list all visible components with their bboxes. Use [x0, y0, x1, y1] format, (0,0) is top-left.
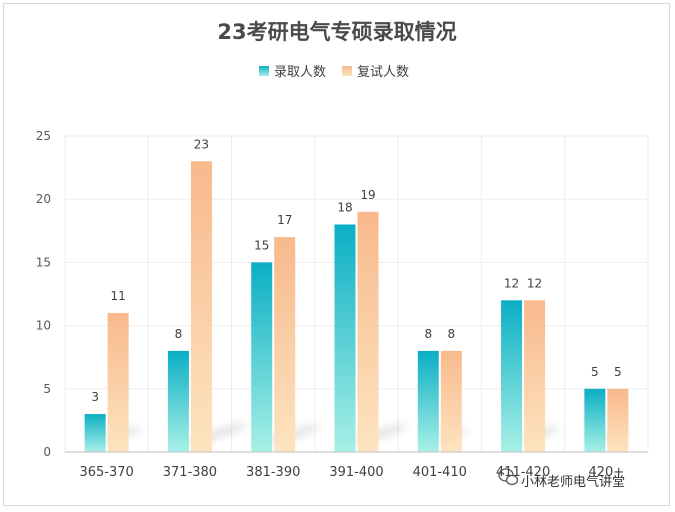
bar-retest: [274, 237, 296, 452]
watermark: 小林老师电气讲堂: [498, 468, 625, 490]
data-label: 18: [337, 200, 352, 214]
bar-admitted: [417, 350, 439, 452]
legend-label-admitted: 录取人数: [274, 65, 326, 80]
wechat-icon: [498, 468, 519, 486]
data-label: 12: [527, 276, 542, 290]
bar-admitted: [334, 224, 356, 452]
data-label: 19: [360, 188, 375, 202]
chart-title: 23考研电气专硕录取情况: [217, 20, 456, 44]
bar-retest: [607, 388, 629, 452]
data-label: 8: [424, 327, 432, 341]
bars: [84, 161, 629, 452]
legend-label-retest: 复试人数: [357, 65, 409, 80]
bar-admitted: [584, 388, 606, 452]
bar-retest: [524, 300, 546, 452]
x-tick-label: 371-380: [163, 465, 217, 480]
y-tick-label: 0: [43, 445, 51, 459]
legend-swatch-admitted: [259, 66, 269, 76]
bar-admitted: [167, 350, 189, 452]
data-label: 8: [175, 327, 183, 341]
x-tick-label: 381-390: [246, 465, 300, 480]
bar-admitted: [251, 262, 273, 452]
y-tick-label: 10: [36, 319, 51, 333]
bar-retest: [107, 312, 129, 452]
data-label: 12: [504, 276, 519, 290]
data-label: 5: [614, 365, 622, 379]
x-tick-label: 401-410: [413, 465, 467, 480]
data-label: 23: [194, 137, 209, 151]
bar-retest: [440, 350, 462, 452]
y-tick-label: 15: [36, 255, 51, 269]
data-label: 5: [591, 365, 599, 379]
watermark-text: 小林老师电气讲堂: [521, 474, 625, 490]
y-tick-label: 20: [36, 192, 51, 206]
data-label: 17: [277, 213, 292, 227]
bar-retest: [190, 161, 212, 452]
x-tick-label: 420+: [588, 465, 624, 480]
grid-lines: [64, 135, 649, 452]
data-labels: 3 11 8 23 15 17 18 19 8 8 12 12 5 5: [91, 137, 621, 404]
legend: 录取人数 复试人数: [259, 65, 409, 80]
data-label: 15: [254, 238, 269, 252]
x-axis: 365-370 371-380 381-390 391-400 401-410 411-4…: [65, 451, 648, 480]
bar-retest: [357, 211, 379, 452]
legend-swatch-retest: [342, 66, 352, 76]
data-label: 3: [91, 390, 99, 404]
data-label: 11: [111, 289, 126, 303]
y-tick-label: 5: [43, 382, 51, 396]
x-tick-label: 365-370: [79, 465, 133, 480]
y-tick-label: 25: [36, 129, 51, 143]
x-tick-label: 391-400: [329, 465, 383, 480]
data-label: 8: [447, 327, 455, 341]
y-axis: 0 5 10 15 20 25: [36, 129, 51, 459]
bar-admitted: [84, 414, 106, 452]
bar-admitted: [501, 300, 523, 452]
